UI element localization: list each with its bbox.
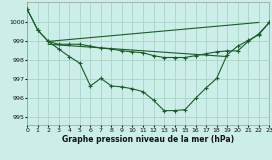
X-axis label: Graphe pression niveau de la mer (hPa): Graphe pression niveau de la mer (hPa) bbox=[62, 135, 234, 144]
